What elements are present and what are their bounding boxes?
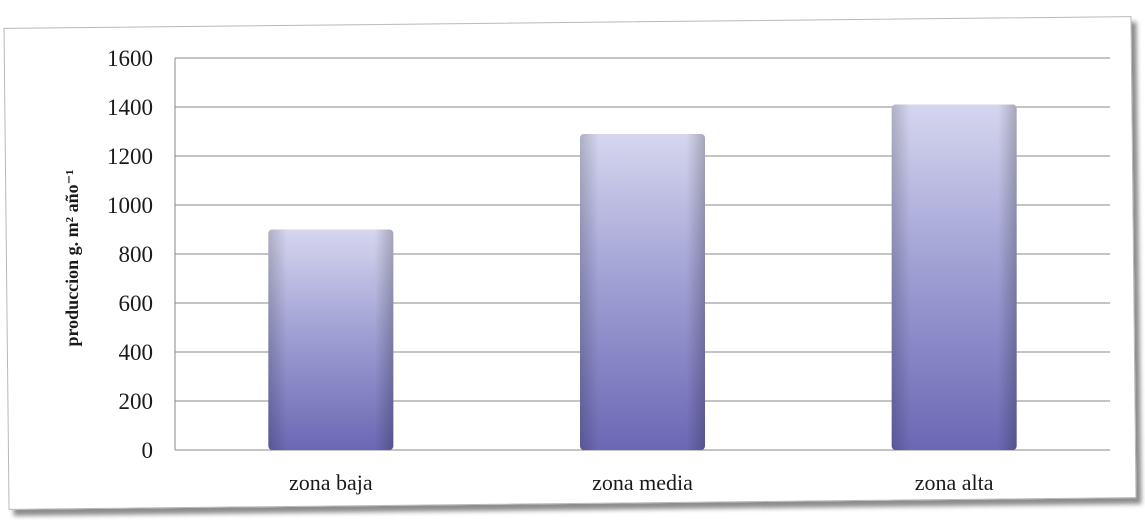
y-axis-label: produccion g. m² año⁻¹	[62, 170, 82, 347]
y-tick-label: 1000	[107, 193, 153, 218]
bars	[268, 104, 1017, 451]
y-tick-label: 0	[142, 438, 154, 463]
y-tick-label: 1200	[107, 144, 153, 169]
y-axis-ticks: 0 200 400 600 800 1000 1200 1400 1600	[107, 46, 153, 463]
y-tick-label: 800	[119, 242, 154, 267]
y-tick-label: 400	[119, 340, 154, 365]
y-tick-label: 1600	[107, 46, 153, 71]
bar-shade	[891, 104, 1017, 451]
x-category-label: zona baja	[289, 470, 373, 495]
bar-shade	[268, 229, 394, 450]
y-tick-label: 600	[119, 291, 154, 316]
bar-shade	[580, 133, 705, 450]
y-tick-label: 200	[119, 389, 154, 414]
x-category-label: zona alta	[915, 470, 994, 495]
y-tick-label: 1400	[107, 95, 153, 120]
x-axis-categories: zona baja zona media zona alta	[289, 470, 994, 495]
x-category-label: zona media	[592, 470, 693, 495]
